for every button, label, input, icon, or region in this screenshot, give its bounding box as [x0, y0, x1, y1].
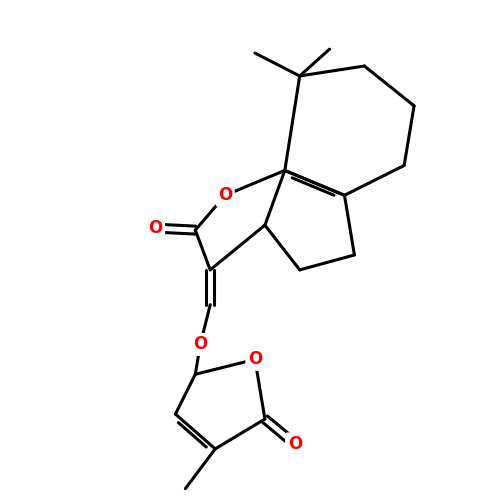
Text: O: O	[193, 336, 208, 353]
Text: O: O	[248, 350, 262, 368]
Text: O: O	[218, 186, 232, 204]
Text: O: O	[288, 435, 302, 453]
Text: O: O	[148, 219, 162, 237]
